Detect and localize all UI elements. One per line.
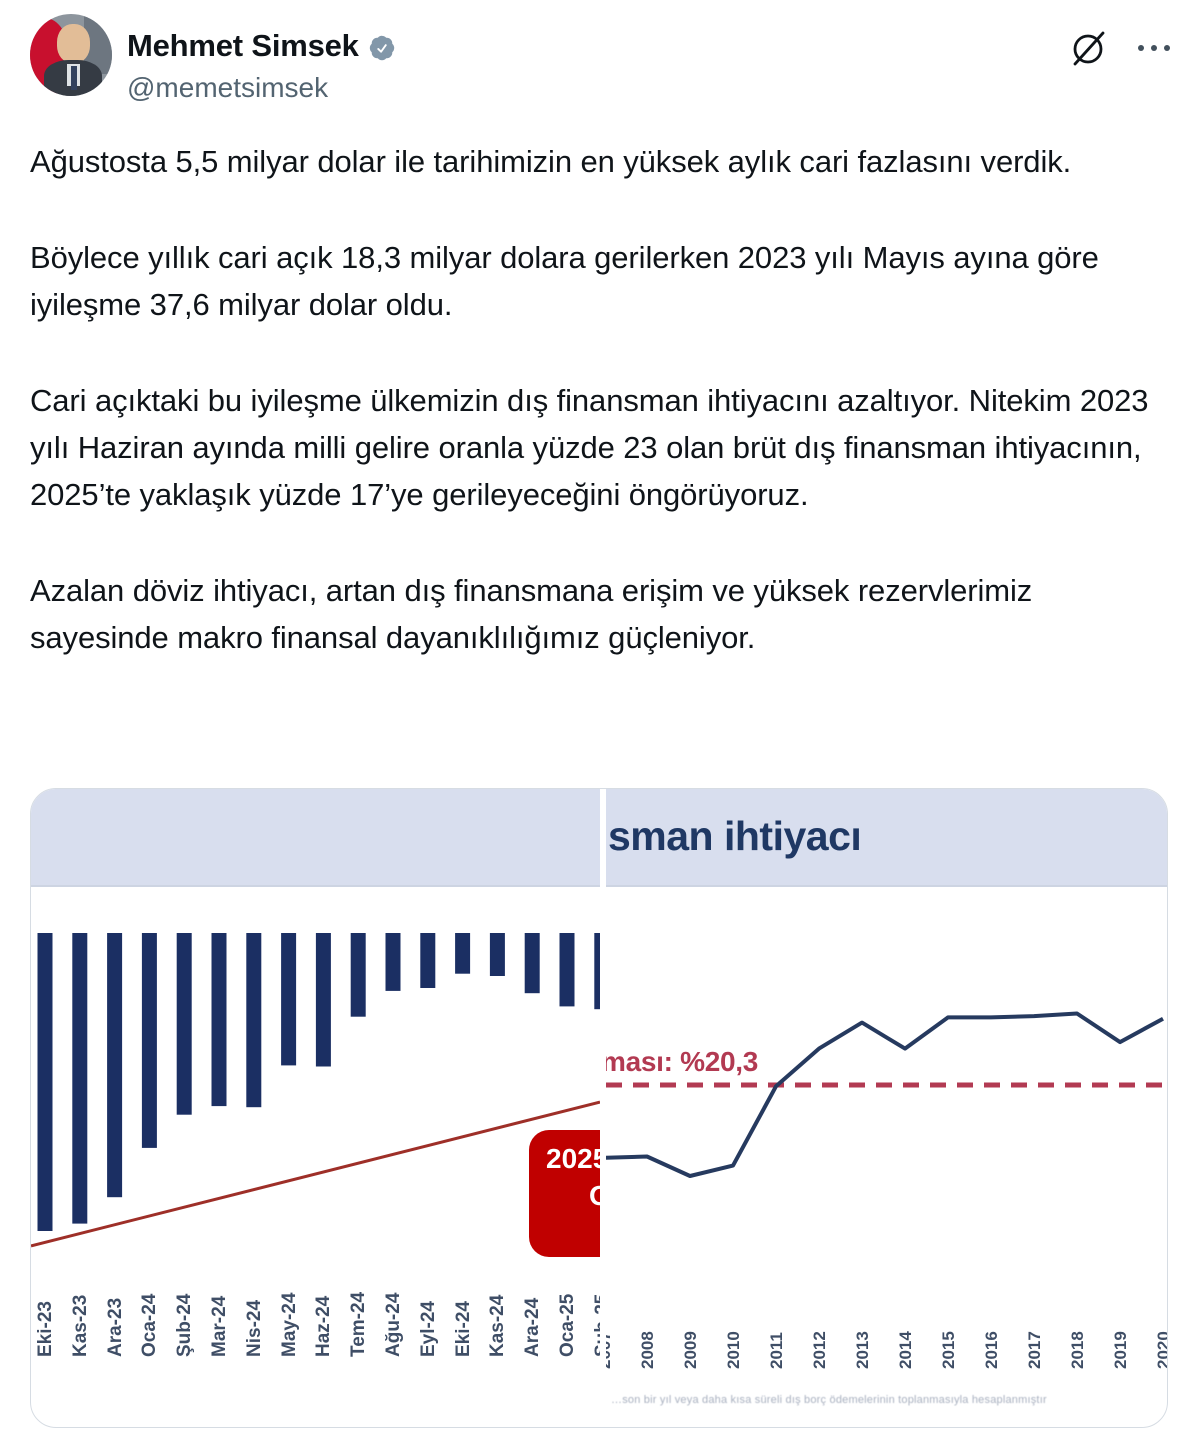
right-chart-header-band: sman ihtiyacı: [606, 789, 1167, 887]
x-axis-label: 2019: [1111, 1331, 1130, 1369]
x-axis-label: 2015: [939, 1331, 958, 1369]
average-line-label: ması: %20,3: [606, 1046, 759, 1077]
bar-Şub-24: [176, 933, 192, 1115]
left-chart-header-band: [31, 789, 600, 887]
x-axis-label: 2016: [982, 1331, 1001, 1369]
x-axis-label: Oca-24: [139, 1293, 161, 1357]
grok-icon[interactable]: [1066, 26, 1110, 70]
bar-Oca-24: [141, 933, 157, 1148]
x-axis-label: 2008: [638, 1331, 657, 1369]
external-financing-line-chart: ması: %20,3 2007 2008 2009 2010 2011 2012 2013…: [606, 889, 1168, 1427]
tweet-paragraph-1: Ağustosta 5,5 milyar dolar ile tarihimiz…: [30, 144, 1072, 179]
x-axis-label: Haz-24: [313, 1295, 335, 1357]
x-axis-label: Şub-24: [174, 1293, 196, 1357]
bar-Mar-24: [211, 933, 227, 1107]
tweet-header: Mehmet Simsek @memetsimsek: [30, 12, 1172, 112]
x-axis-label: Ara-24: [522, 1297, 544, 1357]
bar-Ağu-24: [385, 933, 401, 991]
bar-Kas-24: [489, 933, 505, 976]
tweet-paragraph-4: Azalan döviz ihtiyacı, artan dış finansm…: [30, 573, 1033, 655]
tweet-paragraph-3: Cari açıktaki bu iyileşme ülkemizin dış …: [30, 383, 1149, 512]
line-chart-svg: [606, 1011, 1167, 1178]
bar-Kas-23: [72, 933, 88, 1224]
x-axis-label: Mar-24: [209, 1295, 230, 1357]
bar-Tem-24: [350, 933, 366, 1017]
tweet-text: Ağustosta 5,5 milyar dolar ile tarihimiz…: [30, 138, 1160, 710]
bar-Oca-25: [559, 933, 575, 1007]
x-axis-label: 2009: [681, 1331, 700, 1369]
x-axis-label: 2017: [1025, 1331, 1044, 1369]
x-axis-label: 2014: [896, 1331, 915, 1369]
verified-badge-icon: [369, 35, 394, 60]
more-options-icon[interactable]: [1136, 39, 1172, 57]
x-axis-label: Eyl-24: [417, 1301, 439, 1357]
x-axis-label: 2013: [853, 1331, 872, 1369]
bar-Eki-24: [455, 933, 471, 974]
bar-Eyl-24: [420, 933, 436, 988]
x-axis-label: Kas-23: [69, 1294, 91, 1357]
right-chart-title: sman ihtiyacı: [608, 813, 862, 859]
avatar-face: [57, 24, 90, 63]
bar-Ara-24: [524, 933, 540, 994]
tweet-media-card[interactable]: sman ihtiyacı Eki-23 Kas-23 Ara-23 Oca-24 Şu…: [30, 788, 1168, 1428]
x-axis-label: Nis-24: [243, 1299, 265, 1357]
trend-line: [31, 1100, 600, 1248]
x-axis-label: Ara-23: [104, 1297, 126, 1357]
x-axis-label: May-24: [278, 1292, 300, 1357]
x-axis-label: 2012: [810, 1331, 829, 1369]
tweet-paragraph-2: Böylece yıllık cari açık 18,3 milyar dol…: [30, 240, 1099, 322]
bar-Şub-25: [594, 933, 600, 1010]
bar-May-24: [281, 933, 297, 1066]
avatar-tie: [71, 66, 77, 90]
display-name[interactable]: Mehmet Simsek: [127, 28, 359, 63]
avatar[interactable]: [30, 14, 112, 96]
bar-Eki-23: [37, 933, 53, 1231]
current-account-bar-chart: Eki-23 Kas-23 Ara-23 Oca-24 Şub-24 Mar-24 Nis-…: [31, 889, 600, 1427]
chart-footnote: …son bir yıl veya daha kısa süreli dış b…: [611, 1394, 1047, 1406]
x-axis-label: Ağu-24: [383, 1292, 404, 1357]
forecast-badge-partial-text: O: [589, 1180, 600, 1212]
x-axis-label: Kas-24: [487, 1294, 509, 1357]
x-axis-label: 2018: [1068, 1331, 1087, 1369]
x-axis-label: Eki-24: [452, 1301, 474, 1357]
x-axis-label: 2011: [767, 1332, 786, 1369]
forecast-badge-year: 2025: [546, 1143, 600, 1174]
x-axis-label: Eki-23: [35, 1301, 56, 1357]
x-axis-label: Şub-25: [591, 1293, 600, 1357]
x-axis-label: 2020: [1154, 1331, 1168, 1369]
forecast-badge: 2025 O: [529, 1130, 600, 1257]
user-handle[interactable]: @memetsimsek: [127, 72, 329, 103]
bar-Haz-24: [315, 933, 331, 1067]
financing-need-line: [606, 1011, 1164, 1178]
bar-Ara-23: [107, 933, 123, 1198]
x-axis-label: 2010: [724, 1331, 743, 1369]
x-axis-label: Tem-24: [348, 1291, 370, 1357]
x-axis-label: Oca-25: [557, 1293, 578, 1357]
x-axis-label: 2007: [606, 1331, 614, 1369]
bar-Nis-24: [246, 933, 262, 1108]
bar-chart-svg: [31, 933, 600, 1248]
